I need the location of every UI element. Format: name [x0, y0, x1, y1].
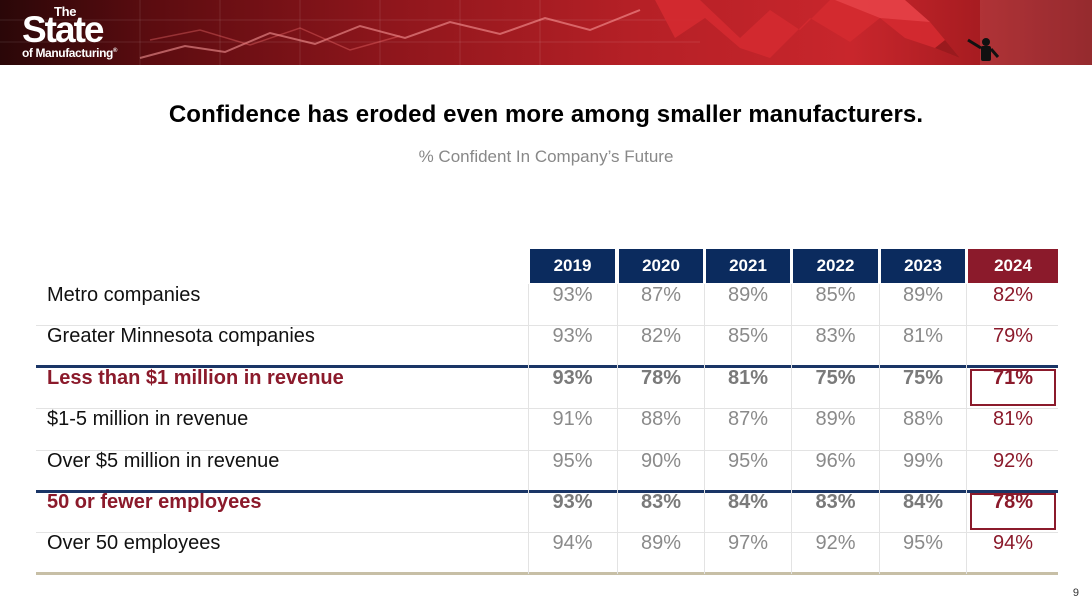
value-cell: 92% [992, 449, 1034, 472]
row-divider [36, 532, 1058, 534]
value-cell: 90% [640, 449, 682, 472]
column-header-2024: 2024 [968, 249, 1058, 283]
value-cell: 81% [902, 325, 944, 348]
value-cell: 93% [552, 325, 593, 348]
table-row: Metro companies 93% 87% 89% 85% 89% 82% [36, 284, 1058, 325]
value-cell: 89% [815, 408, 856, 431]
value-cell: 89% [640, 532, 682, 555]
value-cell: 82% [992, 284, 1034, 306]
value-cell: 83% [815, 325, 856, 348]
value-cell: 82% [640, 325, 682, 348]
value-cell: 75% [815, 366, 856, 389]
value-cell: 94% [992, 532, 1034, 555]
table-bottom-rule [36, 572, 1058, 576]
logo-the: The [54, 4, 77, 19]
table-row: Greater Minnesota companies 93% 82% 85% 83% 8… [36, 325, 1058, 366]
value-cell: 84% [727, 491, 769, 513]
table-row: $1-5 million in revenue 91% 88% 87% 89% 88% 81… [36, 408, 1058, 449]
table-row: 50 or fewer employees 93% 83% 84% 83% 84% 78% [36, 491, 1058, 532]
page-number: 9 [1072, 587, 1079, 599]
column-divider [528, 284, 529, 574]
value-cell: 95% [902, 532, 944, 555]
value-cell: 87% [640, 284, 682, 306]
row-label: Metro companies [47, 284, 201, 306]
page-subtitle: % Confident In Company’s Future [418, 147, 674, 166]
logo: The State of Manufacturing® [20, 4, 140, 62]
value-cell: 84% [902, 491, 944, 513]
value-cell: 88% [640, 408, 682, 431]
column-divider [879, 284, 880, 574]
banner-graphic [0, 0, 1092, 65]
group-separator [36, 489, 1058, 493]
logo-mfg: of Manufacturing® [22, 46, 117, 60]
column-divider [966, 284, 967, 574]
value-cell: 93% [552, 491, 593, 513]
table-row: Over 50 employees 94% 89% 97% 92% 95% 94% [36, 532, 1058, 573]
header-banner: The State of Manufacturing® [0, 0, 1092, 65]
row-label: Over 50 employees [47, 532, 221, 555]
value-cell: 89% [902, 284, 944, 306]
row-label: Less than $1 million in revenue [47, 366, 344, 389]
row-label: 50 or fewer employees [47, 491, 262, 513]
value-cell: 71% [968, 367, 1058, 408]
value-cell: 87% [727, 408, 769, 431]
column-header-2023: 2023 [881, 249, 965, 283]
value-cell: 95% [727, 449, 769, 472]
column-divider [704, 284, 705, 574]
column-divider [617, 284, 618, 574]
column-header-2021: 2021 [706, 249, 790, 283]
value-cell: 78% [968, 491, 1058, 532]
row-divider [36, 449, 1058, 451]
group-separator [36, 365, 1058, 369]
value-cell: 75% [902, 366, 944, 389]
value-cell: 88% [902, 408, 944, 431]
value-cell: 93% [552, 366, 593, 389]
value-cell: 85% [815, 284, 856, 306]
value-cell: 83% [640, 491, 682, 513]
value-cell: 79% [992, 325, 1034, 348]
value-cell: 85% [727, 325, 769, 348]
column-header-2019: 2019 [530, 249, 615, 283]
table-row: Over $5 million in revenue 95% 90% 95% 96% 99… [36, 450, 1058, 491]
row-divider [36, 325, 1058, 327]
row-label: $1-5 million in revenue [47, 408, 249, 431]
value-cell: 78% [640, 366, 682, 389]
value-cell: 83% [815, 491, 856, 513]
value-cell: 99% [902, 449, 944, 472]
row-label: Greater Minnesota companies [47, 325, 315, 348]
value-cell: 89% [727, 284, 769, 306]
page-title: Confidence has eroded even more among sm… [168, 101, 924, 128]
value-cell: 93% [552, 284, 593, 306]
value-cell: 97% [727, 532, 769, 555]
value-cell: 95% [552, 449, 593, 472]
table-row: Less than $1 million in revenue 93% 78% 81%… [36, 367, 1058, 408]
value-cell: 94% [552, 532, 593, 555]
column-divider [791, 284, 792, 574]
value-cell: 96% [815, 449, 856, 472]
column-header-2020: 2020 [619, 249, 703, 283]
row-divider [36, 408, 1058, 410]
logo-state: State [22, 9, 104, 50]
column-header-2022: 2022 [793, 249, 878, 283]
value-cell: 92% [815, 532, 856, 555]
row-label: Over $5 million in revenue [47, 449, 280, 472]
value-cell: 81% [992, 408, 1034, 431]
value-cell: 91% [552, 408, 593, 431]
confidence-table: 2019 2020 2021 2022 2023 2024 Metro companies 9… [36, 249, 1058, 579]
value-cell: 81% [727, 366, 769, 389]
